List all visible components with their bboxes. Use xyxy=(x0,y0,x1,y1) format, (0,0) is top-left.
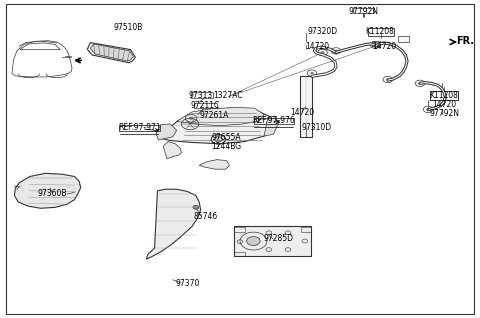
Text: 97655A: 97655A xyxy=(212,133,241,142)
Bar xyxy=(234,252,245,256)
Text: 97792N: 97792N xyxy=(429,109,459,118)
Text: 97510B: 97510B xyxy=(114,23,144,32)
Circle shape xyxy=(189,117,193,120)
Bar xyxy=(300,76,312,137)
Bar xyxy=(430,91,458,100)
Polygon shape xyxy=(177,107,264,126)
Circle shape xyxy=(215,137,222,142)
Polygon shape xyxy=(90,44,133,61)
Text: 97211C: 97211C xyxy=(191,101,220,110)
Text: FR.: FR. xyxy=(456,36,474,46)
Bar xyxy=(234,227,245,232)
Bar xyxy=(234,226,311,256)
Text: 14720: 14720 xyxy=(290,108,314,117)
Text: 97261A: 97261A xyxy=(199,111,228,120)
Circle shape xyxy=(418,82,422,85)
Circle shape xyxy=(373,44,377,46)
Polygon shape xyxy=(14,173,81,208)
Text: 14720: 14720 xyxy=(372,42,396,51)
Circle shape xyxy=(321,51,324,54)
Text: 14720: 14720 xyxy=(305,42,329,51)
Text: 97285D: 97285D xyxy=(264,234,293,243)
Bar xyxy=(398,36,409,42)
Bar xyxy=(119,125,160,131)
Text: REF.97-976: REF.97-976 xyxy=(252,116,295,125)
Polygon shape xyxy=(163,142,181,159)
Polygon shape xyxy=(146,189,201,259)
Text: 97313: 97313 xyxy=(189,91,213,100)
Bar xyxy=(372,41,380,46)
Text: 1327AC: 1327AC xyxy=(214,91,243,100)
Circle shape xyxy=(193,205,199,209)
Text: 97320D: 97320D xyxy=(308,27,337,36)
Circle shape xyxy=(334,50,338,52)
Text: 14720: 14720 xyxy=(432,100,456,109)
Bar xyxy=(368,28,394,36)
Polygon shape xyxy=(156,124,177,140)
Circle shape xyxy=(310,72,314,74)
Bar xyxy=(254,118,294,124)
Bar xyxy=(301,227,311,232)
Circle shape xyxy=(386,78,390,81)
Text: 97310D: 97310D xyxy=(302,123,332,132)
Bar xyxy=(194,103,217,108)
Bar xyxy=(191,92,213,98)
Text: 97370: 97370 xyxy=(175,279,199,288)
Polygon shape xyxy=(161,108,274,144)
Text: REF.97-971: REF.97-971 xyxy=(118,123,160,132)
Circle shape xyxy=(426,108,430,111)
Polygon shape xyxy=(264,116,278,136)
Text: 97792N: 97792N xyxy=(349,7,379,16)
Text: 1244BG: 1244BG xyxy=(212,142,241,151)
Text: K11208: K11208 xyxy=(366,27,395,36)
Polygon shape xyxy=(199,160,229,169)
Text: 85746: 85746 xyxy=(193,212,217,221)
Text: K11208: K11208 xyxy=(430,91,458,100)
Circle shape xyxy=(247,237,260,245)
Bar xyxy=(353,8,374,13)
Bar xyxy=(430,91,458,100)
Text: 97360B: 97360B xyxy=(37,190,67,198)
